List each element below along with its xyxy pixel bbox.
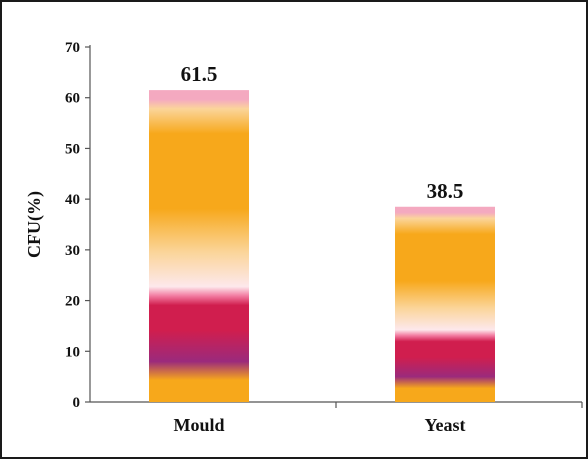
y-tick-label: 70 (65, 40, 80, 56)
y-tick-label: 0 (73, 395, 81, 411)
x-tick-label-yeast: Yeast (425, 415, 466, 435)
bar-yeast (395, 206, 495, 402)
y-tick-label: 50 (65, 141, 80, 157)
y-tick-label: 20 (65, 294, 80, 310)
axes: 0 10 20 30 40 50 60 70 (65, 40, 583, 411)
y-tick-label: 40 (65, 192, 80, 208)
y-tick-label: 60 (65, 91, 80, 107)
data-label-mould: 61.5 (181, 62, 218, 86)
y-tick-label: 10 (65, 344, 80, 360)
y-axis-title: CFU(%) (24, 191, 45, 258)
y-tick-label: 30 (65, 243, 80, 259)
x-tick-label-mould: Mould (173, 415, 224, 435)
labels: 61.5 Mould 38.5 Yeast (173, 62, 465, 435)
bar-mould (149, 90, 249, 402)
bars (149, 90, 495, 402)
data-label-yeast: 38.5 (427, 179, 464, 203)
